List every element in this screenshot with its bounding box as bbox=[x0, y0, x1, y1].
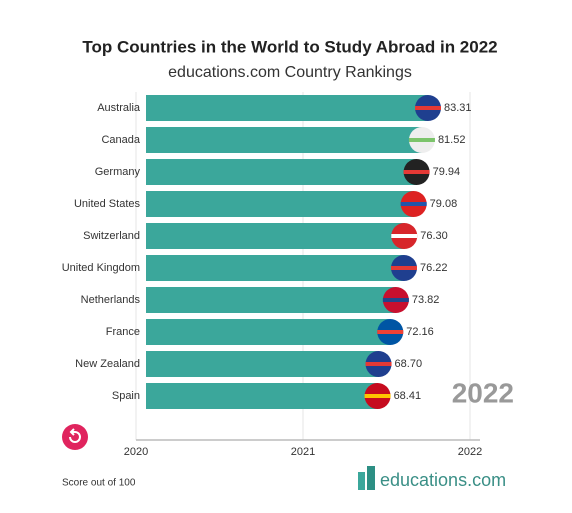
replay-button[interactable] bbox=[62, 424, 88, 450]
flag-detail bbox=[391, 266, 418, 270]
y-tick-label: United Kingdom bbox=[62, 262, 140, 274]
bar bbox=[146, 383, 378, 409]
y-tick-label: United States bbox=[74, 198, 141, 210]
logo-mark bbox=[367, 466, 375, 490]
footnote: Score out of 100 bbox=[62, 478, 136, 489]
value-label: 68.70 bbox=[395, 358, 423, 370]
bar bbox=[146, 255, 405, 281]
value-label: 76.30 bbox=[420, 230, 448, 242]
y-tick-label: Canada bbox=[101, 134, 140, 146]
y-tick-label: Australia bbox=[97, 102, 141, 114]
chart-subtitle: educations.com Country Rankings bbox=[168, 64, 412, 81]
value-label: 79.08 bbox=[430, 198, 458, 210]
flag-detail bbox=[400, 202, 427, 206]
bar bbox=[146, 287, 396, 313]
bar bbox=[146, 95, 428, 121]
y-tick-label: Netherlands bbox=[81, 294, 141, 306]
timeline-label: 2020 bbox=[124, 446, 148, 458]
value-label: 79.94 bbox=[433, 166, 461, 178]
value-label: 68.41 bbox=[394, 390, 422, 402]
timeline-label: 2021 bbox=[291, 446, 315, 458]
y-tick-label: New Zealand bbox=[75, 358, 140, 370]
flag-detail bbox=[408, 138, 435, 142]
logo-mark bbox=[358, 472, 365, 490]
bar bbox=[146, 127, 422, 153]
value-label: 76.22 bbox=[420, 262, 448, 274]
bar bbox=[146, 159, 417, 185]
value-label: 83.31 bbox=[444, 102, 472, 114]
flag-detail bbox=[391, 234, 418, 238]
flag-detail bbox=[377, 330, 404, 334]
flag-detail bbox=[365, 362, 392, 366]
timeline-label: 2022 bbox=[458, 446, 482, 458]
value-label: 73.82 bbox=[412, 294, 440, 306]
bar bbox=[146, 319, 391, 345]
y-tick-label: France bbox=[106, 326, 140, 338]
flag-detail bbox=[364, 394, 391, 398]
flag-detail bbox=[403, 170, 430, 174]
brand: educations.com bbox=[380, 470, 506, 490]
value-label: 81.52 bbox=[438, 134, 466, 146]
value-label: 72.16 bbox=[406, 326, 434, 338]
y-tick-label: Spain bbox=[112, 390, 140, 402]
y-tick-label: Germany bbox=[95, 166, 141, 178]
y-tick-label: Switzerland bbox=[83, 230, 140, 242]
chart-title: Top Countries in the World to Study Abro… bbox=[82, 37, 497, 56]
bar bbox=[146, 223, 405, 249]
flag-detail bbox=[415, 106, 441, 110]
replay-icon bbox=[69, 428, 81, 443]
current-year: 2022 bbox=[452, 377, 514, 408]
flag-detail bbox=[382, 298, 409, 302]
bar bbox=[146, 191, 414, 217]
bar bbox=[146, 351, 379, 377]
